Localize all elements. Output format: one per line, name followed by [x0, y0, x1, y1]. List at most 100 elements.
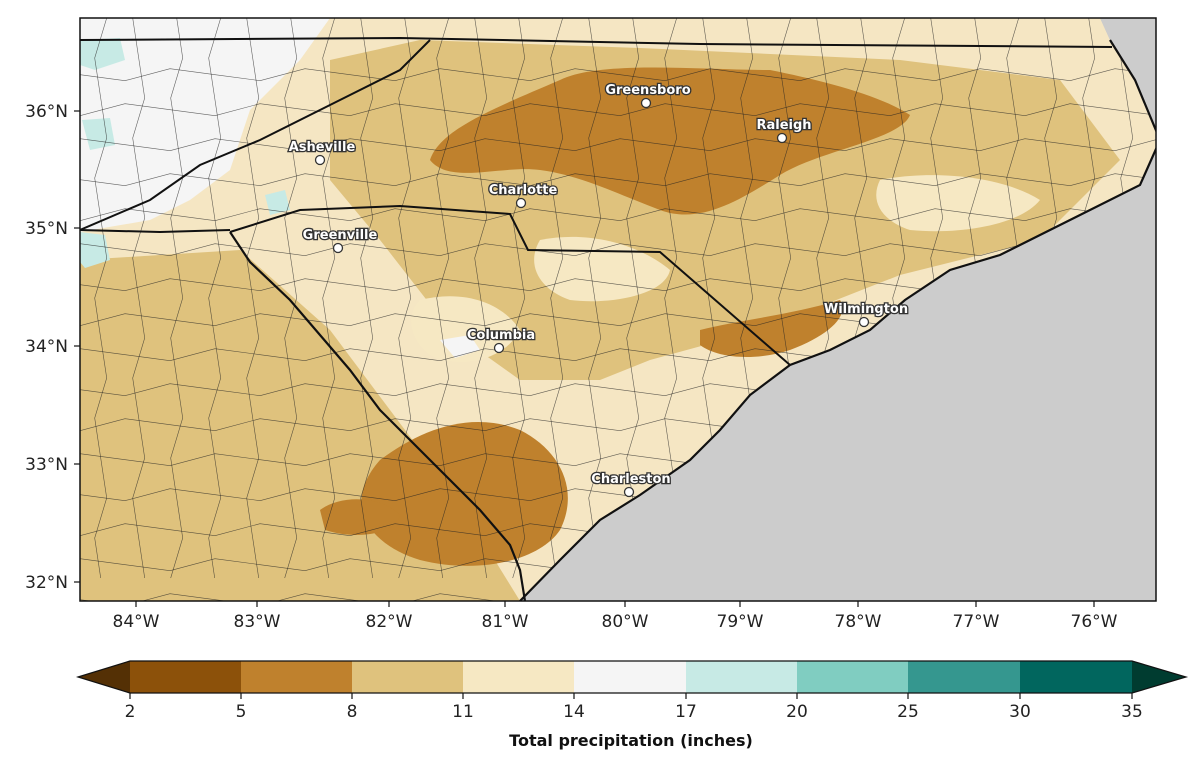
precip-region	[430, 67, 910, 215]
city-greenville: Greenville	[301, 227, 379, 254]
sc-ga-border	[229, 231, 527, 601]
precip-region	[80, 38, 125, 70]
city-label: Greensboro	[605, 83, 690, 98]
colorbar-tick-label: 30	[1009, 702, 1031, 722]
city-charlotte: Charlotte	[487, 182, 559, 209]
county-line	[80, 68, 1156, 81]
city-greensboro: Greensboro	[604, 82, 692, 109]
county-line	[170, 18, 184, 579]
lon-tick-label: 78°W	[835, 612, 882, 632]
colorbar-bin	[130, 661, 241, 693]
county-line	[284, 18, 298, 579]
colorbar-tick-label: 20	[786, 702, 808, 722]
county-line	[80, 138, 1156, 151]
precip-region	[440, 335, 480, 358]
precip-region	[80, 232, 110, 268]
lon-tick-label: 83°W	[234, 612, 281, 632]
city-label: Charlotte	[489, 183, 558, 198]
county-line	[398, 18, 412, 579]
city-dot	[515, 197, 527, 209]
lon-tick-label: 76°W	[1071, 612, 1118, 632]
city-wilmington: Wilmington	[823, 301, 909, 328]
city-label: Charleston	[591, 472, 670, 487]
colorbar-bin	[463, 661, 574, 693]
lon-tick-label: 79°W	[717, 612, 764, 632]
city-raleigh: Raleigh	[755, 117, 813, 144]
colorbar-tick-label: 14	[563, 702, 585, 722]
precip-region	[265, 190, 290, 215]
lat-tick-label: 34°N	[25, 337, 68, 357]
city-label: Columbia	[467, 328, 535, 343]
city-label: Greenville	[303, 228, 378, 243]
lat-tick-label: 35°N	[25, 219, 68, 239]
colorbar-over-arrow	[1132, 661, 1186, 693]
county-line	[322, 18, 336, 579]
city-dot	[858, 316, 870, 328]
county-line	[512, 18, 526, 579]
lon-tick-label: 77°W	[953, 612, 1000, 632]
precip-region	[700, 300, 843, 357]
colorbar-bin	[797, 661, 908, 693]
county-line	[474, 18, 488, 579]
city-label: Raleigh	[756, 118, 811, 133]
county-line	[436, 18, 450, 579]
lat-tick-label: 32°N	[25, 573, 68, 593]
county-line	[588, 18, 602, 579]
county-line	[208, 18, 222, 579]
county-line	[80, 103, 1156, 116]
city-dot	[640, 97, 652, 109]
county-line	[80, 243, 1156, 256]
county-line	[132, 18, 146, 579]
county-line	[246, 18, 260, 579]
lon-tick-label: 80°W	[602, 612, 649, 632]
city-dot	[776, 132, 788, 144]
latitude-axis: 36°N 35°N 34°N 33°N 32°N	[25, 102, 80, 593]
precip-region	[80, 18, 330, 232]
map-frame	[79, 17, 1157, 602]
city-dot	[623, 486, 635, 498]
city-dot	[332, 242, 344, 254]
ocean-overlay	[520, 18, 1156, 601]
colorbar-bin	[241, 661, 352, 693]
colorbar-tick-label: 8	[347, 702, 358, 722]
colorbar-bin	[1020, 661, 1132, 693]
longitude-axis: 84°W 83°W 82°W 81°W 80°W 79°W 78°W 77°W 76°W	[113, 601, 1118, 632]
lon-tick-label: 81°W	[482, 612, 529, 632]
colorbar-tick-label: 35	[1121, 702, 1143, 722]
precip-region	[411, 296, 520, 362]
colorbar-ticks: 2 5 8 11 14 17 20 25 30 35	[125, 693, 1143, 722]
county-line	[360, 18, 374, 579]
city-asheville: Asheville	[287, 139, 357, 166]
lat-tick-label: 33°N	[25, 455, 68, 475]
city-label: Asheville	[289, 140, 356, 155]
city-columbia: Columbia	[466, 327, 536, 354]
tn-nc-border	[80, 39, 431, 231]
colorbar-tick-label: 5	[236, 702, 247, 722]
colorbar-tick-label: 11	[452, 702, 474, 722]
coastline	[519, 39, 1156, 601]
colorbar-bin	[352, 661, 463, 693]
colorbar-tick-label: 17	[675, 702, 697, 722]
county-line	[80, 173, 1156, 186]
map-panel: Greensboro Raleigh Asheville Charlotte Green…	[80, 18, 1156, 601]
state-boundaries	[80, 36, 1156, 601]
precipitation-fill	[80, 18, 1120, 601]
county-line	[550, 18, 564, 579]
precip-region	[320, 499, 400, 535]
colorbar-bin	[686, 661, 797, 693]
county-line	[626, 18, 640, 579]
city-dot	[314, 154, 326, 166]
colorbar-bin	[574, 661, 686, 693]
county-line	[80, 208, 1156, 221]
colorbar-under-arrow	[78, 661, 130, 693]
nc-sc-border	[229, 204, 791, 366]
city-dot	[493, 342, 505, 354]
city-label: Wilmington	[824, 302, 908, 317]
nc-va-border	[80, 36, 1113, 48]
precip-region	[534, 236, 670, 302]
colorbar-bins	[130, 661, 1132, 693]
colorbar-tick-label: 2	[125, 702, 136, 722]
county-line	[94, 18, 108, 579]
